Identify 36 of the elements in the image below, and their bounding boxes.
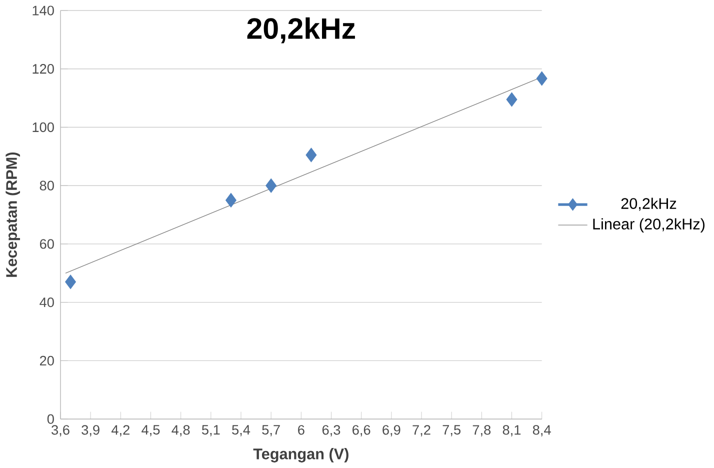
y-tick-label: 20 bbox=[40, 356, 54, 366]
point bbox=[65, 274, 76, 289]
y-tick-label: 140 bbox=[32, 6, 54, 16]
y-tick-label: 60 bbox=[40, 239, 54, 249]
x-tick-label: 3,6 bbox=[52, 425, 70, 436]
x-tick-label: 7,2 bbox=[412, 425, 430, 436]
x-tick-label: 6,6 bbox=[352, 425, 370, 436]
x-tick-label: 5,4 bbox=[232, 425, 250, 436]
x-tick-label: 4,5 bbox=[142, 425, 160, 436]
legend-label: 20,2kHz bbox=[621, 198, 676, 211]
y-tick-label: 0 bbox=[47, 414, 54, 424]
x-axis-title: Tegangan (V) bbox=[253, 448, 348, 462]
x-tick-label: 6,3 bbox=[322, 425, 340, 436]
legend-label: Linear (20,2kHz) bbox=[593, 218, 704, 232]
x-tick-label: 7,5 bbox=[442, 425, 460, 436]
y-tick-label: 80 bbox=[40, 180, 54, 190]
x-tick-label: 8,4 bbox=[532, 425, 551, 436]
point bbox=[306, 148, 317, 162]
point bbox=[266, 178, 277, 193]
x-tick-label: 7,8 bbox=[472, 425, 491, 436]
chart-title: 20,2kHz bbox=[247, 17, 355, 44]
point bbox=[226, 192, 236, 208]
x-tick-label: 4,2 bbox=[112, 425, 130, 436]
x-tick-label: 8,1 bbox=[502, 425, 521, 436]
x-tick-label: 6 bbox=[298, 425, 304, 435]
y-tick-label: 40 bbox=[40, 297, 54, 308]
point bbox=[536, 71, 548, 86]
y-tick-label: 120 bbox=[32, 64, 54, 74]
y-axis-title: Kecepatan (RPM) bbox=[6, 152, 20, 277]
x-tick-label: 5,7 bbox=[262, 425, 280, 436]
x-tick-label: 3,9 bbox=[82, 425, 100, 436]
x-tick-label: 4,8 bbox=[172, 425, 190, 436]
y-tick-label: 100 bbox=[32, 122, 54, 132]
point bbox=[506, 92, 518, 107]
x-tick-label: 5,1 bbox=[202, 425, 220, 436]
x-tick-label: 6,9 bbox=[382, 425, 400, 436]
